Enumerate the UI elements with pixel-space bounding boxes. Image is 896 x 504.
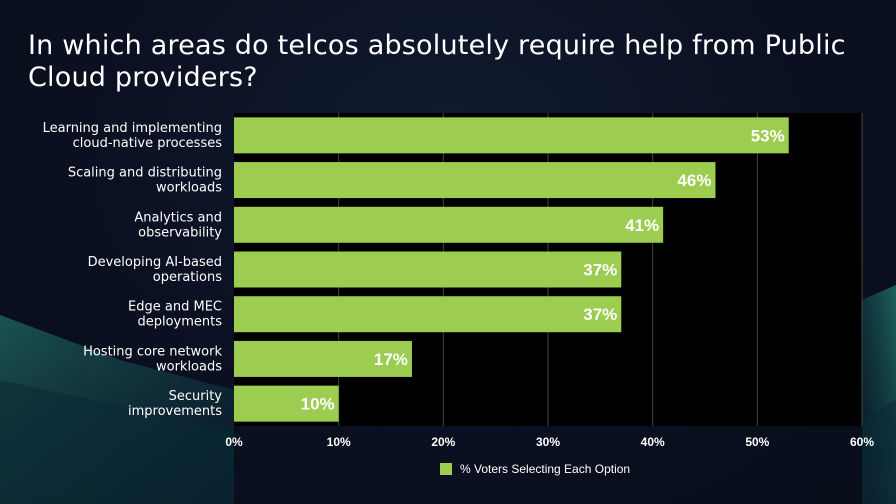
x-tick-label: 50% (745, 435, 769, 449)
category-label: Learning and implementing cloud-native pr… (43, 121, 223, 151)
x-axis-ticks: 0% 10% 20% 30% 40% 50% 60% (225, 435, 874, 449)
category-label: Security improvements (128, 389, 222, 419)
data-label: 53% (751, 126, 785, 145)
bar (234, 296, 622, 333)
legend-swatch (440, 463, 452, 475)
category-label: Edge and MEC deployments (128, 300, 222, 330)
category-label: Scaling and distributing workloads (68, 166, 222, 196)
data-label: 46% (677, 171, 711, 190)
chart-title: In which areas do telcos absolutely requ… (28, 30, 846, 93)
category-label: Hosting core network workloads (83, 344, 222, 374)
data-label: 17% (374, 350, 408, 369)
x-tick-label: 30% (536, 435, 560, 449)
data-label: 37% (583, 305, 617, 324)
legend: % Voters Selecting Each Option (440, 462, 630, 476)
bar (234, 117, 789, 154)
bars: 53% 46% 41% 37% 37% 17% 10% (234, 117, 789, 422)
x-tick-label: 10% (327, 435, 351, 449)
right-wave-shape-dark (862, 400, 896, 504)
bar (234, 340, 412, 377)
x-tick-label: 0% (225, 435, 243, 449)
data-label: 41% (625, 216, 659, 235)
x-tick-label: 20% (431, 435, 455, 449)
category-labels: Learning and implementing cloud-native pr… (43, 121, 223, 419)
bar (234, 385, 339, 422)
data-label: 37% (583, 261, 617, 280)
data-label: 10% (301, 395, 335, 414)
x-tick-label: 60% (850, 435, 874, 449)
bar (234, 162, 716, 199)
category-label: Developing AI-based operations (88, 255, 223, 285)
left-wave-shape-dark (0, 380, 234, 504)
legend-label: % Voters Selecting Each Option (460, 462, 631, 476)
category-label: Analytics and observability (134, 210, 222, 240)
bar (234, 251, 622, 288)
bar (234, 206, 664, 243)
x-tick-label: 40% (641, 435, 665, 449)
